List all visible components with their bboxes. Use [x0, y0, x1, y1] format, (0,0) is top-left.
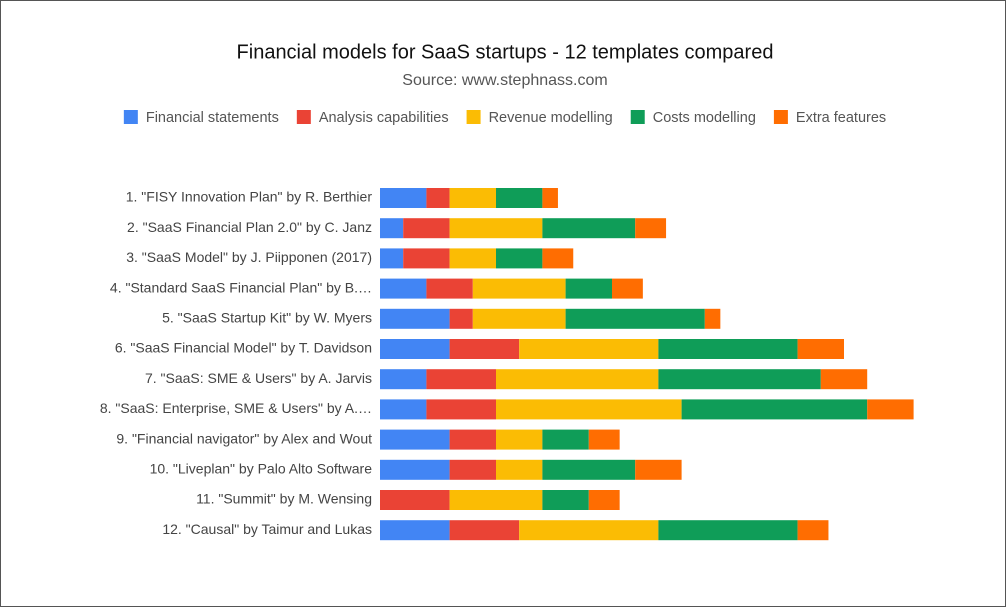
bar-segment: [380, 369, 427, 390]
bar-segment: [380, 339, 450, 359]
bar-segment: [472, 278, 566, 299]
bar-segment: [380, 248, 404, 269]
bar-segment: [449, 188, 496, 208]
bar-segment: [542, 490, 589, 510]
bar-segment: [681, 399, 868, 420]
bar-segment: [542, 429, 589, 450]
legend-swatch: [630, 110, 645, 124]
y-tick-label: 12. "Causal" by Taimur and Lukas: [162, 521, 372, 537]
bar-segment: [449, 459, 496, 480]
bar-segment: [380, 188, 427, 208]
bar-segment: [797, 520, 829, 541]
bar-segment: [380, 399, 427, 420]
bar-segment: [658, 369, 821, 390]
bar-segment: [426, 278, 473, 299]
legend-swatch: [123, 110, 138, 124]
legend-label: Extra features: [796, 110, 886, 126]
legend: Financial statements Analysis capabilitie…: [123, 110, 886, 126]
bar-segment: [380, 490, 450, 510]
bar-segment: [496, 369, 659, 390]
bar-segment: [542, 248, 574, 269]
bar-segment: [380, 218, 404, 239]
legend-label: Analysis capabilities: [319, 110, 449, 126]
bar-segment: [496, 399, 682, 420]
bar-segment: [658, 520, 798, 541]
bar-segment: [867, 399, 914, 420]
bar-segment: [496, 188, 543, 208]
y-tick-label: 2. "SaaS Financial Plan 2.0" by C. Janz: [127, 219, 372, 235]
bar-segment: [449, 520, 520, 541]
bar-segment: [612, 278, 643, 299]
y-tick-label: 6. "SaaS Financial Model" by T. Davidson: [115, 340, 372, 356]
legend-label: Costs modelling: [653, 110, 756, 126]
bar-segment: [635, 459, 682, 480]
bar-segment: [403, 218, 450, 239]
bar-segment: [449, 308, 473, 329]
y-tick-label: 8. "SaaS: Enterprise, SME & Users" by A.…: [100, 400, 372, 416]
chart-title: Financial models for SaaS startups - 12 …: [237, 41, 774, 63]
bar-segment: [380, 308, 450, 329]
bar-segment: [542, 459, 636, 480]
bar-segment: [588, 490, 620, 510]
bar-segment: [380, 429, 450, 450]
bar-segment: [496, 248, 543, 269]
bar-segment: [449, 248, 496, 269]
bar-segment: [635, 218, 667, 239]
y-tick-label: 4. "Standard SaaS Financial Plan" by B.…: [110, 279, 372, 295]
bar-segment: [519, 520, 659, 541]
bar-segment: [565, 308, 705, 329]
legend-swatch: [296, 110, 311, 124]
bar-segment: [380, 459, 450, 480]
bar-segment: [542, 218, 636, 239]
bar-segment: [519, 339, 659, 359]
y-tick-label: 1. "FISY Innovation Plan" by R. Berthier: [126, 189, 373, 205]
bar-segment: [449, 218, 543, 239]
bar-segment: [403, 248, 450, 269]
y-tick-label: 11. "Summit" by M. Wensing: [196, 491, 372, 507]
y-tick-label: 5. "SaaS Startup Kit" by W. Myers: [162, 310, 372, 326]
bar-segment: [496, 459, 543, 480]
bar-segment: [449, 429, 496, 450]
bar-segment: [380, 278, 427, 299]
bar-segment: [449, 490, 543, 510]
y-tick-label: 9. "Financial navigator" by Alex and Wou…: [116, 430, 372, 446]
legend-label: Revenue modelling: [489, 110, 613, 126]
bar-segment: [588, 429, 620, 450]
bar-segment: [820, 369, 868, 390]
bar-segment: [542, 188, 558, 208]
legend-swatch: [466, 110, 481, 124]
bar-segment: [472, 308, 566, 329]
bar-segment: [426, 188, 450, 208]
bar-segment: [380, 520, 450, 541]
bar-segment: [797, 339, 844, 359]
bar-segment: [426, 399, 496, 420]
legend-label: Financial statements: [146, 110, 279, 126]
bar-segment: [449, 339, 520, 359]
y-tick-label: 10. "Liveplan" by Palo Alto Software: [150, 461, 373, 477]
chart-subtitle: Source: www.stephnass.com: [402, 72, 607, 89]
bar-segment: [496, 429, 543, 450]
bar-segment: [426, 369, 496, 390]
bar-segment: [658, 339, 798, 359]
y-tick-label: 7. "SaaS: SME & Users" by A. Jarvis: [145, 370, 372, 386]
y-tick-label: 3. "SaaS Model" by J. Piipponen (2017): [126, 249, 372, 265]
bar-segment: [704, 308, 721, 329]
legend-swatch: [773, 110, 788, 124]
bar-segment: [565, 278, 612, 299]
